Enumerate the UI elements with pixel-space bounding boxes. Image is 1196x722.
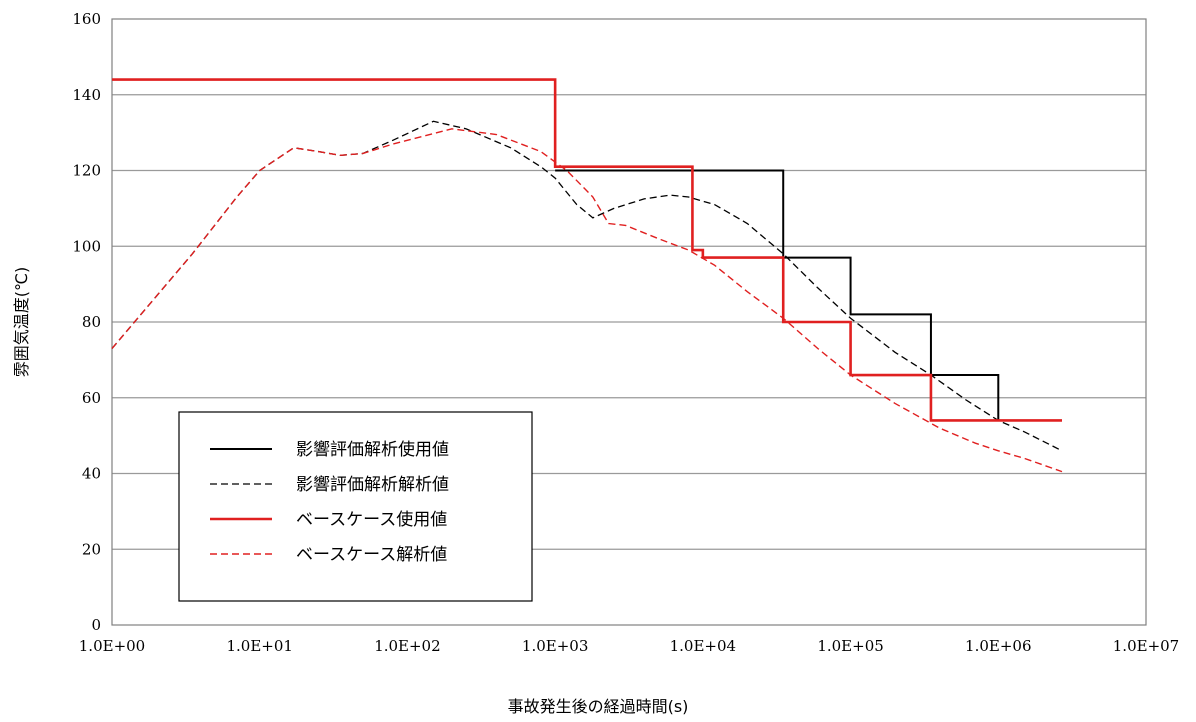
series-line-1 <box>555 169 1000 421</box>
legend-label: ベースケース使用値 <box>296 509 447 530</box>
y-tick-label: 80 <box>82 313 101 331</box>
y-tick-label: 60 <box>82 389 101 407</box>
x-tick-label: 1.0E+01 <box>226 637 292 655</box>
series-line-4 <box>111 128 1063 473</box>
x-tick-label: 1.0E+05 <box>817 637 883 655</box>
series-line-3 <box>112 78 1062 422</box>
y-tick-label: 160 <box>72 10 101 28</box>
x-axis-title: 事故発生後の経過時間(s) <box>508 697 689 716</box>
y-tick-label: 20 <box>82 540 101 558</box>
series-lines <box>111 78 1063 473</box>
y-tick-label: 0 <box>91 616 101 634</box>
y-tick-label: 100 <box>72 237 101 255</box>
y-tick-label: 40 <box>82 465 101 483</box>
x-tick-label: 1.0E+04 <box>670 637 736 655</box>
y-tick-label: 120 <box>72 162 101 180</box>
legend-label: 影響評価解析使用値 <box>296 439 449 460</box>
y-axis-title: 雰囲気温度(℃) <box>12 267 31 377</box>
x-tick-label: 1.0E+03 <box>522 637 588 655</box>
legend-label: ベースケース解析値 <box>296 545 447 565</box>
x-axis-ticks: 1.0E+00 1.0E+01 1.0E+02 1.0E+03 1.0E+04 1.0E+… <box>79 637 1179 655</box>
plot-area-border <box>111 18 1147 626</box>
x-tick-label: 1.0E+07 <box>1113 637 1179 655</box>
legend-label: 影響評価解析解析値 <box>296 475 449 495</box>
legend-box <box>178 411 533 602</box>
x-tick-label: 1.0E+00 <box>79 637 145 655</box>
x-tick-label: 1.0E+06 <box>965 637 1031 655</box>
x-tick-label: 1.0E+02 <box>374 637 440 655</box>
y-axis-ticks: 0 20 40 60 80 100 120 140 160 <box>72 10 101 634</box>
y-tick-label: 140 <box>72 86 101 104</box>
